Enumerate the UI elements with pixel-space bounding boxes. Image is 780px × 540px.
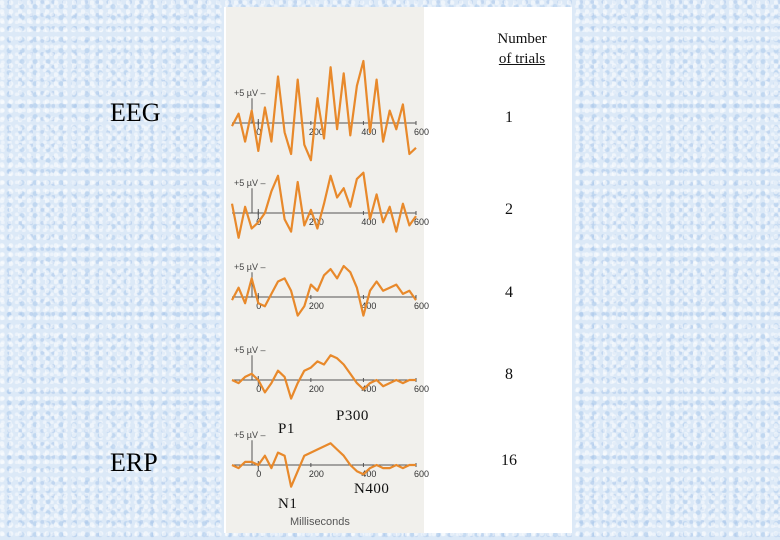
- x-axis-title: Milliseconds: [290, 516, 350, 528]
- x-tick-label: 200: [309, 469, 324, 479]
- x-tick-label: 200: [309, 384, 324, 394]
- trials-header-line1: Number: [497, 31, 547, 47]
- x-tick-label: 600: [414, 301, 429, 311]
- p1-label: P1: [278, 421, 295, 437]
- x-tick-label: 200: [309, 217, 324, 227]
- trace-4-trials: [231, 264, 417, 317]
- trace-16-trials: [231, 442, 416, 488]
- scale-label: +5 µV –: [234, 262, 265, 272]
- x-tick-label: 400: [361, 301, 376, 311]
- n1-label: N1: [278, 496, 298, 512]
- scale-label: +5 µV –: [234, 345, 265, 355]
- trace-8-trials: [231, 354, 416, 400]
- trace-1-trials: [231, 59, 417, 162]
- x-tick-label: 0: [256, 384, 261, 394]
- x-tick-label: 600: [414, 217, 429, 227]
- p300-label: P300: [336, 408, 369, 424]
- trace-2-trials: [230, 171, 417, 239]
- x-tick-label: 600: [414, 384, 429, 394]
- x-tick-label: 400: [361, 384, 376, 394]
- x-tick-label: 400: [361, 217, 376, 227]
- x-tick-label: 0: [256, 301, 261, 311]
- x-tick-label: 200: [309, 301, 324, 311]
- scale-label: +5 µV –: [234, 88, 265, 98]
- erp-averaging-chart: +5 µV – 0 200 400 600 +5 µV – 0 200 400 600 +5 µV …: [230, 59, 429, 488]
- scale-label: +5 µV –: [234, 430, 265, 440]
- x-tick-label: 600: [414, 127, 429, 137]
- x-tick-label: 400: [361, 469, 376, 479]
- figure-panel: +5 µV –0 200 400 600 +5 µV –0 200 400 600 +5 µV …: [224, 7, 572, 533]
- n400-label: N400: [354, 481, 390, 497]
- trials-header-line2: of trials: [498, 51, 546, 67]
- trial-count-8: 8: [505, 366, 513, 383]
- erp-label: ERP: [110, 448, 158, 477]
- trial-count-1: 1: [505, 109, 513, 126]
- x-tick-label: 600: [414, 469, 429, 479]
- trial-count-2: 2: [505, 201, 513, 218]
- trial-count-4: 4: [505, 284, 513, 301]
- scale-label: +5 µV –: [234, 178, 265, 188]
- x-tick-label: 200: [309, 127, 324, 137]
- x-tick-label: 0: [256, 469, 261, 479]
- x-tick-label: 0: [256, 127, 261, 137]
- trial-count-16: 16: [501, 452, 517, 469]
- trials-header: Number of trials: [474, 29, 570, 69]
- eeg-label: EEG: [110, 98, 161, 127]
